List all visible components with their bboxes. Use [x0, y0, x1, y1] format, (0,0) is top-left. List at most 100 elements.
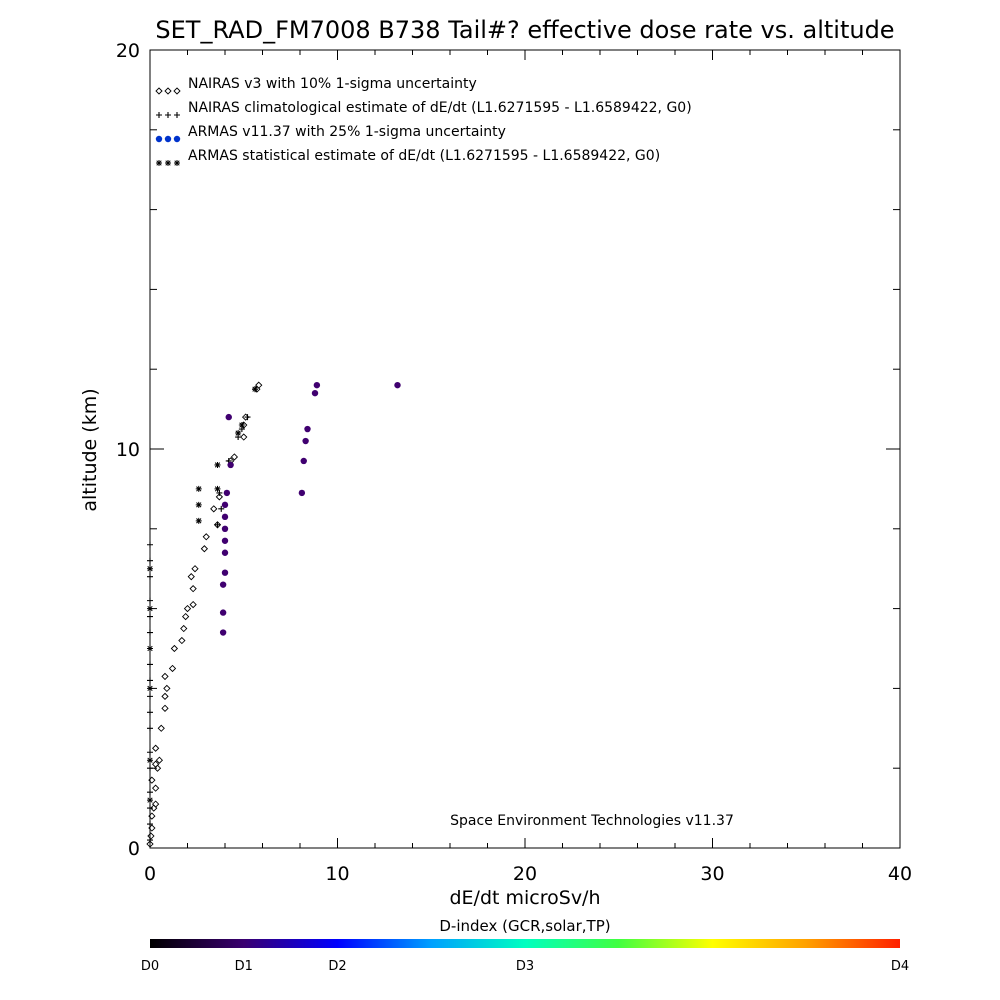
data-point: [155, 756, 164, 764]
data-point: [147, 613, 153, 620]
data-point: [219, 609, 227, 616]
data-point: [147, 837, 153, 844]
data-point: [189, 600, 197, 609]
data-point: [195, 517, 202, 524]
data-point: [394, 381, 401, 389]
legend-label: NAIRAS climatological estimate of dE/dt …: [188, 100, 692, 116]
plot-area: 0 10 20 30 40 0 10 20: [116, 40, 912, 885]
data-point: [221, 501, 229, 509]
colorbar-tick-label: D0: [141, 959, 159, 974]
data-point: [298, 489, 306, 497]
colorbar-title: D-index (GCR,solar,TP): [439, 917, 610, 935]
data-point: [200, 545, 209, 553]
data-point: [147, 565, 153, 572]
data-point: [163, 684, 171, 693]
data-point: [300, 457, 307, 465]
data-point: [238, 422, 245, 429]
legend-label: ARMAS v11.37 with 25% 1-sigma uncertaint…: [188, 124, 506, 140]
data-point: [147, 557, 153, 564]
x-tick-label: 20: [513, 863, 537, 885]
data-point: [161, 672, 169, 681]
data-point: [189, 585, 197, 593]
legend-marker: [173, 135, 181, 143]
data-point: [146, 840, 154, 848]
data-point: [230, 453, 239, 461]
data-point: [221, 549, 229, 556]
data-point: [147, 573, 153, 580]
data-point: [214, 461, 221, 468]
data-point: [147, 832, 155, 840]
data-point: [215, 493, 224, 501]
x-tick-label: 10: [325, 863, 349, 885]
colorbar-ticks: D0 D1 D2 D3 D4: [141, 959, 909, 974]
data-point: [313, 381, 321, 389]
y-tick-label: 0: [128, 838, 140, 860]
legend-marker: [164, 135, 172, 143]
data-point: [187, 573, 195, 581]
series-4: [147, 386, 258, 804]
data-point: [221, 537, 229, 544]
data-point: [214, 521, 221, 528]
data-point: [147, 685, 153, 692]
data-point: [178, 636, 186, 645]
colorbar-tick-label: D2: [328, 959, 346, 974]
data-point: [147, 757, 153, 764]
data-point: [147, 661, 153, 668]
data-point: [252, 386, 258, 393]
legend-label: NAIRAS v3 with 10% 1-sigma uncertainty: [188, 76, 477, 92]
data-point: [147, 645, 153, 652]
data-point: [147, 629, 153, 636]
colorbar-tick-label: D3: [516, 959, 534, 974]
data-point: [151, 760, 160, 768]
data-point: [244, 414, 251, 421]
data-point: [157, 724, 165, 732]
series-1: [146, 381, 263, 848]
data-point: [147, 597, 153, 604]
series-2: [147, 386, 258, 844]
credit-text: Space Environment Technologies v11.37: [450, 813, 734, 829]
data-point: [202, 533, 210, 541]
data-point: [147, 709, 153, 716]
data-point: [302, 437, 309, 445]
y-tick-label: 10: [116, 439, 140, 461]
data-point: [151, 800, 160, 808]
series-3: [219, 381, 401, 636]
data-point: [183, 604, 192, 613]
data-point: [235, 430, 242, 437]
data-point: [225, 413, 232, 421]
data-point: [227, 461, 234, 469]
data-point: [221, 525, 229, 532]
legend-marker: [165, 112, 171, 118]
data-point: [147, 725, 153, 732]
legend-marker: [156, 160, 162, 166]
data-point: [147, 797, 153, 804]
data-point: [210, 505, 218, 513]
x-tick-label: 30: [700, 863, 724, 885]
data-point: [311, 389, 319, 397]
data-point: [148, 812, 156, 820]
data-point: [240, 433, 248, 441]
data-point: [219, 629, 227, 636]
legend-marker: [174, 160, 180, 166]
x-axis-label: dE/dt microSv/h: [449, 887, 600, 909]
data-point: [223, 489, 231, 497]
legend-marker: [164, 87, 172, 95]
y-axis-label: altitude (km): [79, 388, 101, 511]
legend-label: ARMAS statistical estimate of dE/dt (L1.…: [188, 148, 660, 164]
data-point: [180, 624, 188, 633]
data-point: [147, 541, 153, 548]
data-point: [168, 664, 177, 673]
legend-marker: [156, 112, 162, 118]
data-point: [221, 513, 229, 521]
data-point: [147, 789, 153, 796]
data-point: [147, 749, 153, 756]
data-point: [214, 485, 221, 492]
colorbar-tick-label: D1: [235, 959, 253, 974]
data-point: [161, 704, 169, 712]
x-tick-label: 40: [888, 863, 912, 885]
colorbar: [150, 939, 900, 948]
chart-title: SET_RAD_FM7008 B738 Tail#? effective dos…: [155, 16, 894, 44]
data-point: [161, 692, 169, 701]
data-point: [195, 501, 202, 508]
data-point: [304, 425, 311, 433]
